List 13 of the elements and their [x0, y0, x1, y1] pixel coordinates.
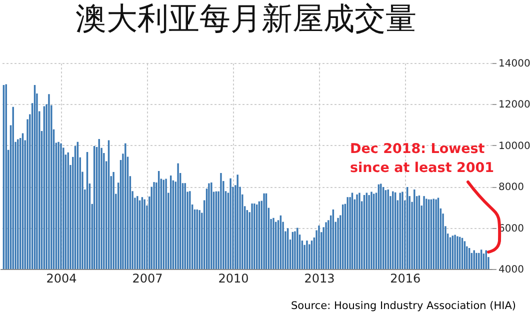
x-tick-label: 2004: [46, 272, 77, 286]
y-tick-label: 8000: [498, 182, 524, 194]
annotation: Dec 2018: Lowest since at least 2001: [350, 140, 496, 178]
x-tick-label: 2013: [304, 272, 335, 286]
x-tick-label: 2007: [132, 272, 163, 286]
y-tick-label: 14000: [498, 58, 530, 70]
y-tick-label: 10000: [498, 140, 530, 152]
y-tick-label: 4000: [498, 264, 524, 276]
y-tick-label: 12000: [498, 100, 530, 111]
chart-title: 澳大利亚每月新屋成交量: [76, 1, 416, 37]
source-note: Source: Housing Industry Association (HIA): [291, 300, 516, 312]
x-tick-label: 2016: [390, 272, 421, 286]
x-tick-label: 2010: [218, 272, 249, 286]
